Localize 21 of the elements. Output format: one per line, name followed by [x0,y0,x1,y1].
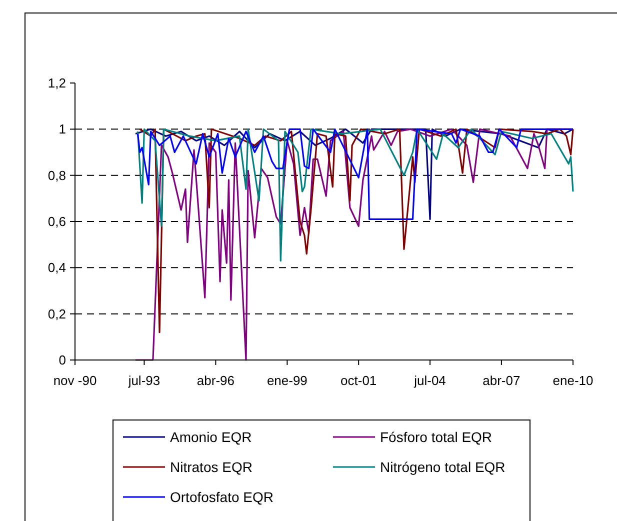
legend-label: Fósforo total EQR [380,428,492,445]
y-tick-label: 0,2 [48,306,66,322]
y-tick-label: 0 [58,352,66,368]
legend-label: Nitratos EQR [170,458,252,475]
y-tick-label: 1 [58,122,66,137]
legend-label: Amonio EQR [170,428,252,445]
x-tick-label: ene-99 [266,373,308,388]
line-series [136,128,574,262]
x-tick-label: abr-96 [196,373,234,388]
y-tick-label: 0,4 [48,260,66,276]
x-tick-label: ene-10 [552,373,594,388]
x-tick-label: oct-01 [340,373,377,388]
y-tick-label: 0,8 [48,168,66,183]
x-tick-label: jul-93 [127,373,160,388]
x-tick-label: jul-04 [413,373,446,388]
y-tick-label: 1,2 [48,76,66,91]
x-tick-label: abr-07 [482,373,520,388]
legend-label: Ortofosfato EQR [170,488,274,505]
y-tick-label: 0,6 [48,214,66,230]
x-tick-label: nov -90 [53,373,97,388]
legend-label: Nitrógeno total EQR [380,458,506,475]
